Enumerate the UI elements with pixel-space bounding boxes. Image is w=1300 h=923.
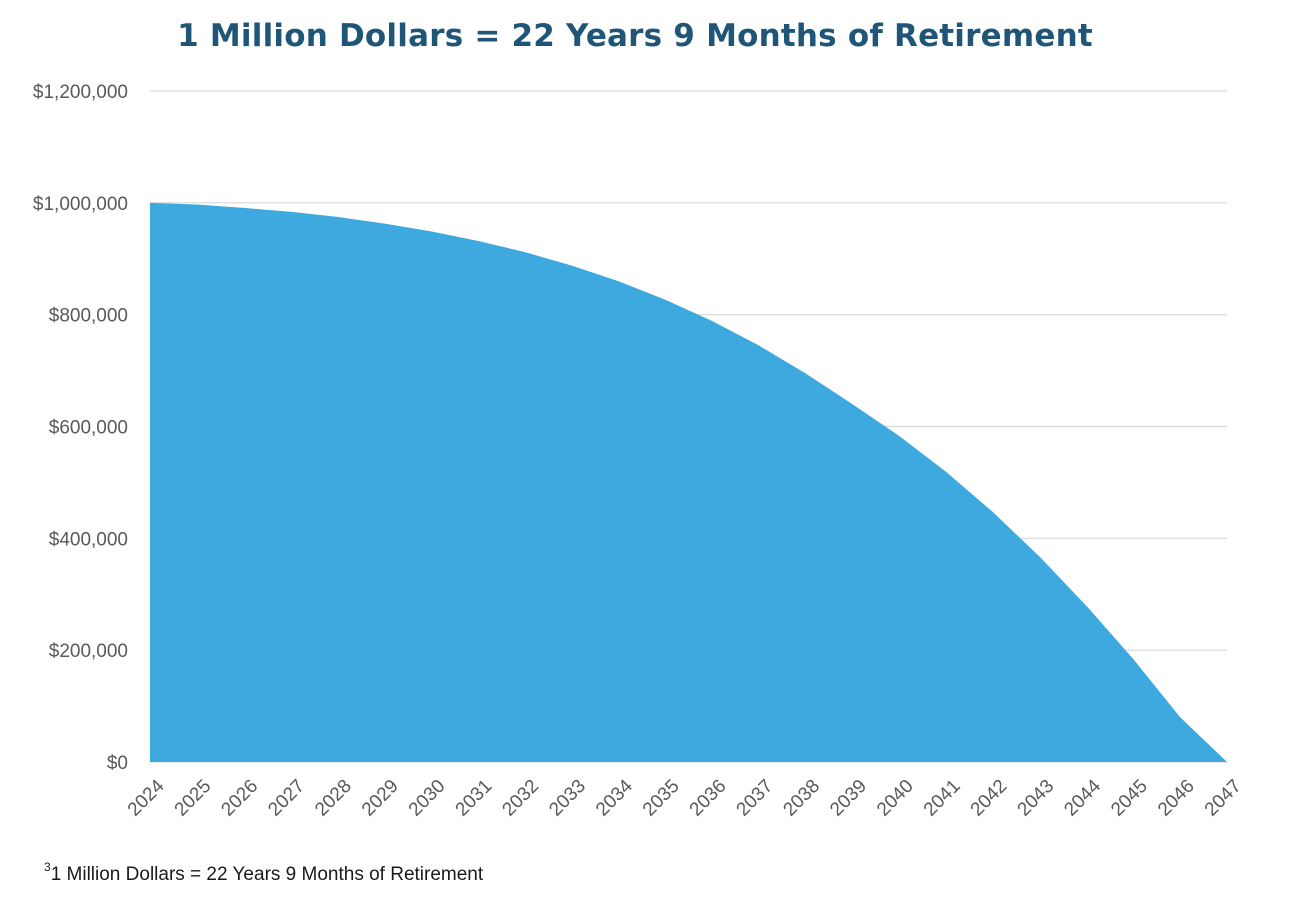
y-axis-tick-labels: $0 $200,000 $400,000 $600,000 $800,000 $1,000…: [33, 82, 128, 774]
plot-area: [150, 202, 1227, 763]
chart-title: 1 Million Dollars = 22 Years 9 Months of…: [177, 18, 1093, 54]
x-tick-label: 2036: [686, 776, 731, 821]
x-tick-label: 2030: [405, 776, 450, 821]
y-tick-label: $400,000: [49, 529, 128, 550]
x-tick-label: 2035: [639, 776, 684, 821]
y-tick-label: $600,000: [49, 418, 128, 439]
y-tick-label: $200,000: [49, 641, 128, 662]
x-axis-tick-labels: 2024 2025 2026 2027 2028 2029 2030 2031 2032 2033…: [124, 775, 1246, 820]
x-tick-label: 2028: [311, 776, 356, 821]
x-tick-label: 2047: [1201, 776, 1246, 821]
footnote-text: 1 Million Dollars = 22 Years 9 Months of…: [50, 864, 484, 885]
x-tick-label: 2027: [264, 776, 309, 821]
x-tick-label: 2041: [920, 776, 965, 821]
x-tick-label: 2042: [967, 776, 1012, 821]
x-tick-label: 2039: [826, 776, 871, 821]
x-tick-label: 2044: [1060, 775, 1105, 820]
x-tick-label: 2034: [592, 775, 637, 820]
area-series: [150, 202, 1227, 763]
x-tick-label: 2024: [124, 775, 169, 820]
x-tick-label: 2037: [733, 776, 778, 821]
x-tick-label: 2040: [873, 776, 918, 821]
y-tick-label: $1,000,000: [33, 194, 128, 215]
x-tick-label: 2046: [1154, 776, 1199, 821]
x-tick-label: 2031: [452, 776, 497, 821]
x-tick-label: 2025: [171, 776, 216, 821]
y-tick-label: $1,200,000: [33, 82, 128, 103]
x-tick-label: 2029: [358, 776, 403, 821]
x-tick-label: 2033: [545, 776, 590, 821]
y-tick-label: $0: [107, 753, 128, 774]
footnote: 31 Million Dollars = 22 Years 9 Months o…: [44, 860, 483, 886]
x-tick-label: 2032: [498, 776, 543, 821]
x-tick-label: 2026: [217, 776, 262, 821]
y-tick-label: $800,000: [49, 306, 128, 327]
x-tick-label: 2043: [1014, 776, 1059, 821]
x-tick-label: 2038: [779, 776, 824, 821]
footnote-marker: 3: [44, 860, 51, 874]
x-tick-label: 2045: [1107, 776, 1152, 821]
